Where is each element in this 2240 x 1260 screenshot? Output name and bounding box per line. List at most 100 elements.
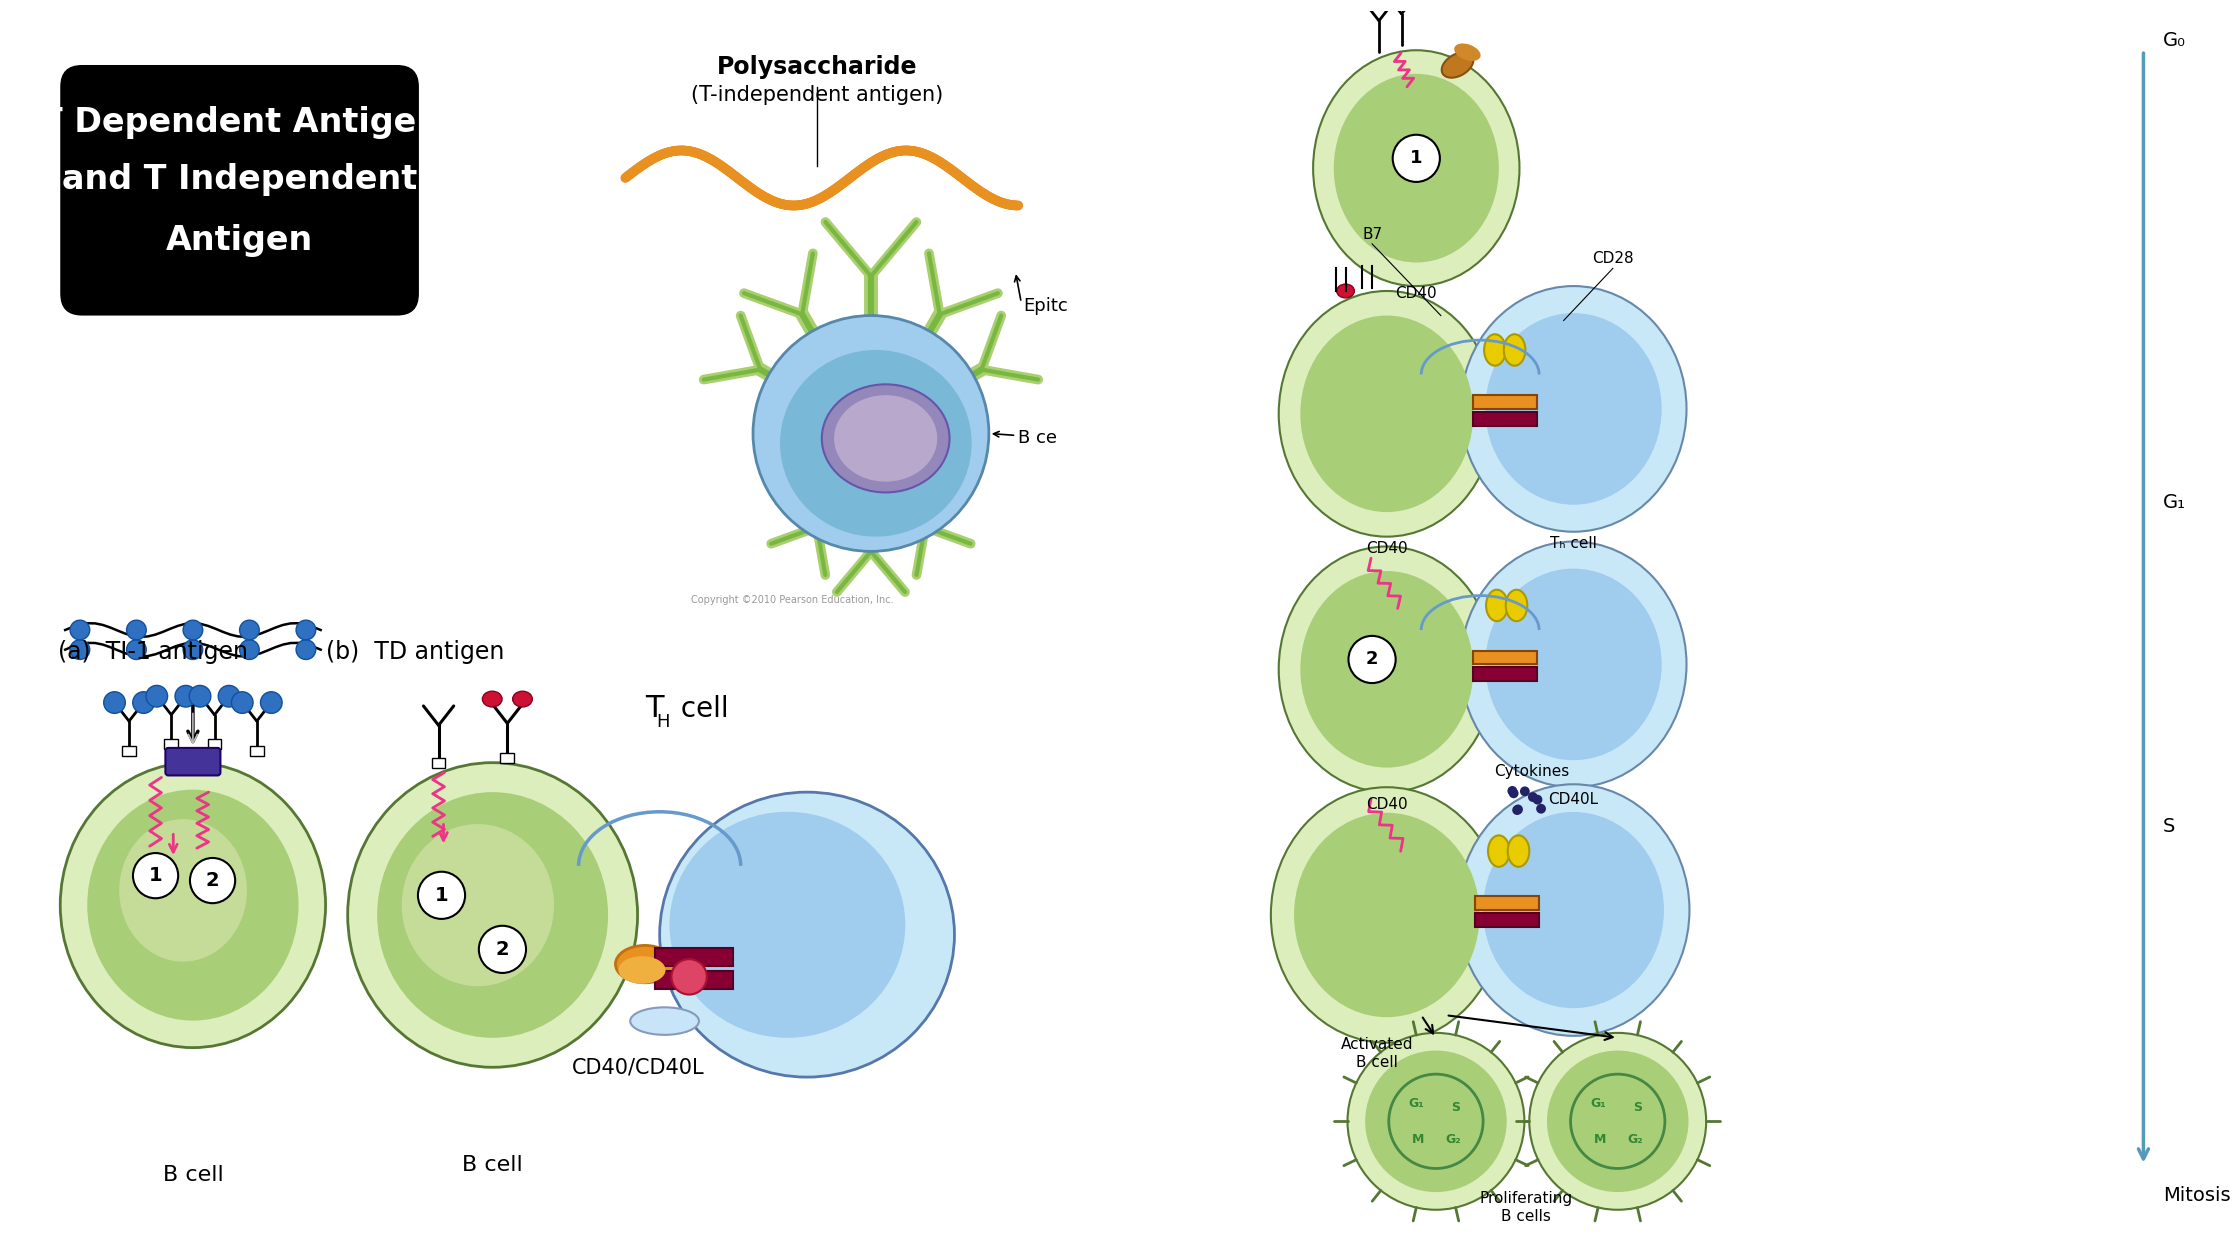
Text: (b)  TD antigen: (b) TD antigen: [325, 640, 504, 664]
Text: Antigen: Antigen: [166, 224, 314, 257]
Circle shape: [1532, 795, 1543, 805]
Text: Epitc: Epitc: [1024, 297, 1068, 315]
Text: S: S: [2164, 816, 2175, 837]
Text: 2: 2: [1366, 650, 1378, 669]
Text: T: T: [645, 694, 663, 723]
FancyBboxPatch shape: [164, 740, 179, 750]
Circle shape: [240, 640, 260, 659]
Ellipse shape: [1503, 334, 1525, 365]
Ellipse shape: [376, 793, 607, 1038]
Ellipse shape: [822, 384, 950, 493]
Circle shape: [103, 692, 125, 713]
Ellipse shape: [1485, 568, 1662, 760]
Ellipse shape: [616, 945, 674, 983]
Text: S: S: [1633, 1101, 1642, 1114]
FancyBboxPatch shape: [251, 746, 264, 756]
Circle shape: [296, 620, 316, 640]
Circle shape: [132, 692, 155, 713]
Ellipse shape: [1337, 284, 1355, 297]
Text: Copyright ©2010 Pearson Education, Inc.: Copyright ©2010 Pearson Education, Inc.: [690, 596, 894, 606]
Circle shape: [188, 685, 211, 707]
Ellipse shape: [670, 811, 905, 1038]
Ellipse shape: [1279, 547, 1494, 793]
Ellipse shape: [513, 692, 533, 707]
FancyBboxPatch shape: [500, 752, 515, 762]
Ellipse shape: [1508, 835, 1530, 867]
Text: G₀: G₀: [2164, 32, 2186, 50]
Text: Proliferating
B cells: Proliferating B cells: [1481, 1191, 1572, 1225]
Ellipse shape: [1530, 1033, 1707, 1210]
FancyBboxPatch shape: [1474, 668, 1537, 682]
Circle shape: [1528, 793, 1539, 801]
FancyBboxPatch shape: [1476, 914, 1539, 927]
Ellipse shape: [1454, 43, 1481, 60]
Ellipse shape: [1548, 1051, 1689, 1192]
Circle shape: [672, 959, 708, 994]
Circle shape: [231, 692, 253, 713]
FancyBboxPatch shape: [654, 971, 732, 989]
Circle shape: [69, 640, 90, 659]
Text: Activated
B cell: Activated B cell: [1342, 1037, 1413, 1070]
Text: 2: 2: [206, 871, 220, 890]
Text: CD40L: CD40L: [1548, 791, 1599, 806]
Ellipse shape: [780, 350, 972, 537]
Circle shape: [1512, 805, 1521, 815]
Text: B cell: B cell: [164, 1166, 224, 1186]
Text: Cytokines: Cytokines: [1494, 765, 1570, 780]
Text: M: M: [1411, 1133, 1425, 1145]
Ellipse shape: [1364, 1051, 1508, 1192]
FancyBboxPatch shape: [1476, 896, 1539, 910]
Circle shape: [1521, 786, 1530, 796]
Ellipse shape: [618, 956, 665, 984]
Text: B cell: B cell: [461, 1155, 522, 1176]
FancyBboxPatch shape: [208, 740, 222, 750]
Text: CD28: CD28: [1593, 252, 1633, 266]
Circle shape: [217, 685, 240, 707]
Circle shape: [146, 685, 168, 707]
Circle shape: [190, 858, 235, 903]
Text: CD40/CD40L: CD40/CD40L: [571, 1057, 703, 1077]
Circle shape: [1508, 786, 1516, 796]
Text: 1: 1: [148, 866, 161, 886]
Ellipse shape: [1270, 788, 1503, 1043]
Ellipse shape: [1485, 312, 1662, 505]
Ellipse shape: [1460, 542, 1687, 788]
Circle shape: [184, 640, 204, 659]
Text: B7: B7: [1362, 227, 1382, 242]
Ellipse shape: [1348, 1033, 1525, 1210]
Ellipse shape: [1487, 835, 1510, 867]
Ellipse shape: [1301, 315, 1474, 512]
Ellipse shape: [753, 315, 988, 552]
Circle shape: [1348, 636, 1396, 683]
Text: S: S: [1452, 1101, 1460, 1114]
Circle shape: [1393, 135, 1440, 181]
Text: B ce: B ce: [1019, 430, 1057, 447]
Circle shape: [260, 692, 282, 713]
Ellipse shape: [659, 793, 954, 1077]
Text: G₂: G₂: [1445, 1133, 1460, 1145]
Text: T Dependent Antigen: T Dependent Antigen: [40, 106, 439, 140]
Text: 1: 1: [1409, 150, 1422, 168]
Text: and T Independent: and T Independent: [63, 164, 417, 197]
Circle shape: [479, 926, 526, 973]
FancyBboxPatch shape: [60, 66, 419, 315]
Circle shape: [1404, 0, 1422, 6]
Ellipse shape: [1393, 0, 1411, 3]
FancyBboxPatch shape: [166, 748, 220, 775]
Ellipse shape: [482, 692, 502, 707]
Circle shape: [240, 620, 260, 640]
Text: G₁: G₁: [1590, 1097, 1606, 1110]
Ellipse shape: [629, 1007, 699, 1034]
Text: CD40: CD40: [1366, 542, 1407, 557]
Text: cell: cell: [672, 696, 728, 723]
FancyBboxPatch shape: [1474, 412, 1537, 426]
Ellipse shape: [60, 762, 325, 1047]
Text: 2: 2: [495, 940, 508, 959]
Ellipse shape: [1505, 590, 1528, 621]
Text: M: M: [1595, 1133, 1606, 1145]
Text: (T-independent antigen): (T-independent antigen): [690, 84, 943, 105]
Circle shape: [128, 620, 146, 640]
Ellipse shape: [87, 790, 298, 1021]
Text: Tₕ cell: Tₕ cell: [1550, 537, 1597, 552]
FancyBboxPatch shape: [432, 757, 446, 767]
